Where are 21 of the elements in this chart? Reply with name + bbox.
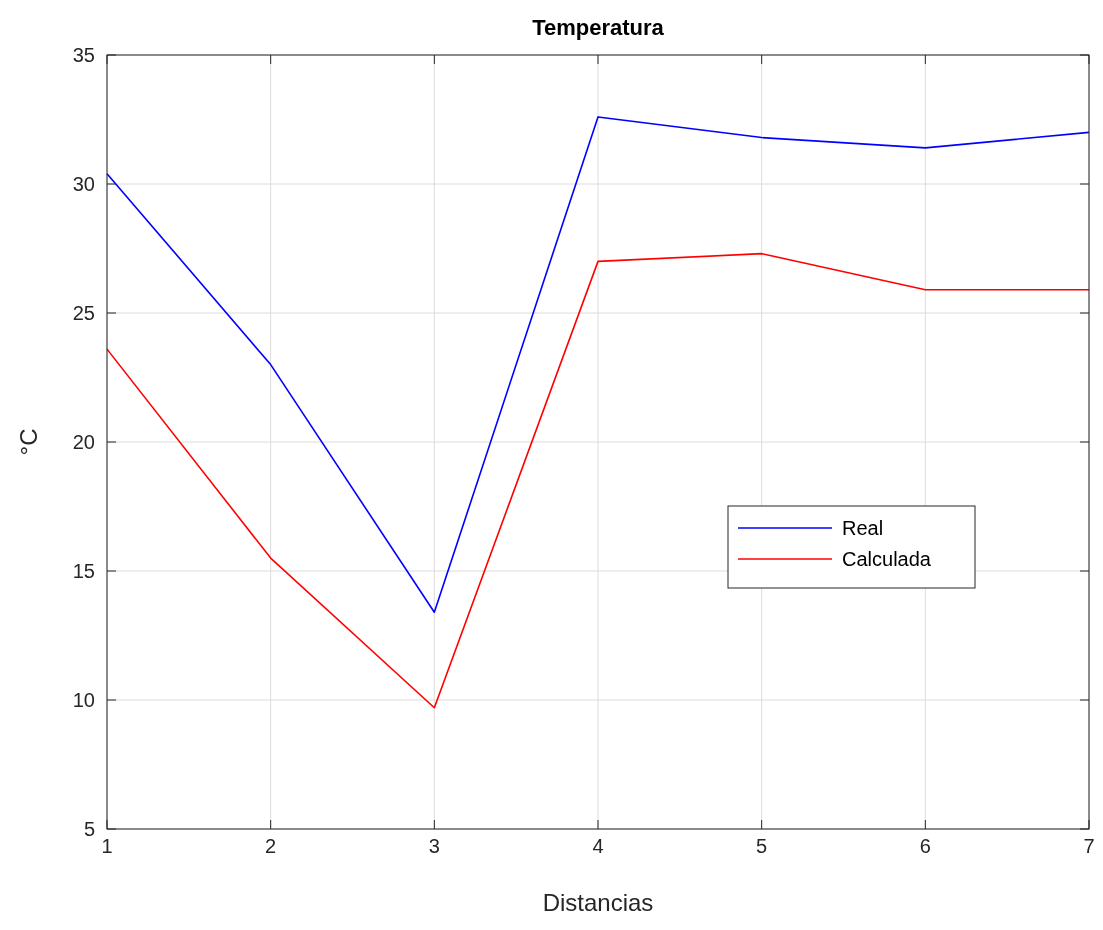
- x-tick-label: 7: [1083, 835, 1095, 857]
- y-tick-label: 30: [72, 173, 95, 195]
- y-tick-label: 20: [72, 431, 95, 453]
- x-tick-label: 2: [265, 835, 277, 857]
- y-tick-label: 25: [72, 302, 95, 324]
- x-tick-label: 3: [428, 835, 440, 857]
- legend-label: Real: [842, 517, 884, 539]
- y-tick-label: 35: [72, 44, 95, 66]
- x-tick-label: 5: [756, 835, 768, 857]
- y-tick-label: 15: [72, 560, 95, 582]
- legend-label: Calculada: [842, 548, 932, 570]
- line-series: [106, 116, 1090, 614]
- x-tick-label: 4: [592, 835, 604, 857]
- x-tick-label: 1: [101, 835, 113, 857]
- chart-title: Temperatura: [532, 15, 665, 40]
- y-tick-label: 10: [72, 689, 95, 711]
- y-axis-title: °C: [15, 428, 42, 456]
- x-tick-label: 6: [919, 835, 931, 857]
- y-tick-label: 5: [83, 818, 95, 840]
- line-series: [106, 252, 1090, 709]
- x-axis-title: Distancias: [542, 889, 654, 916]
